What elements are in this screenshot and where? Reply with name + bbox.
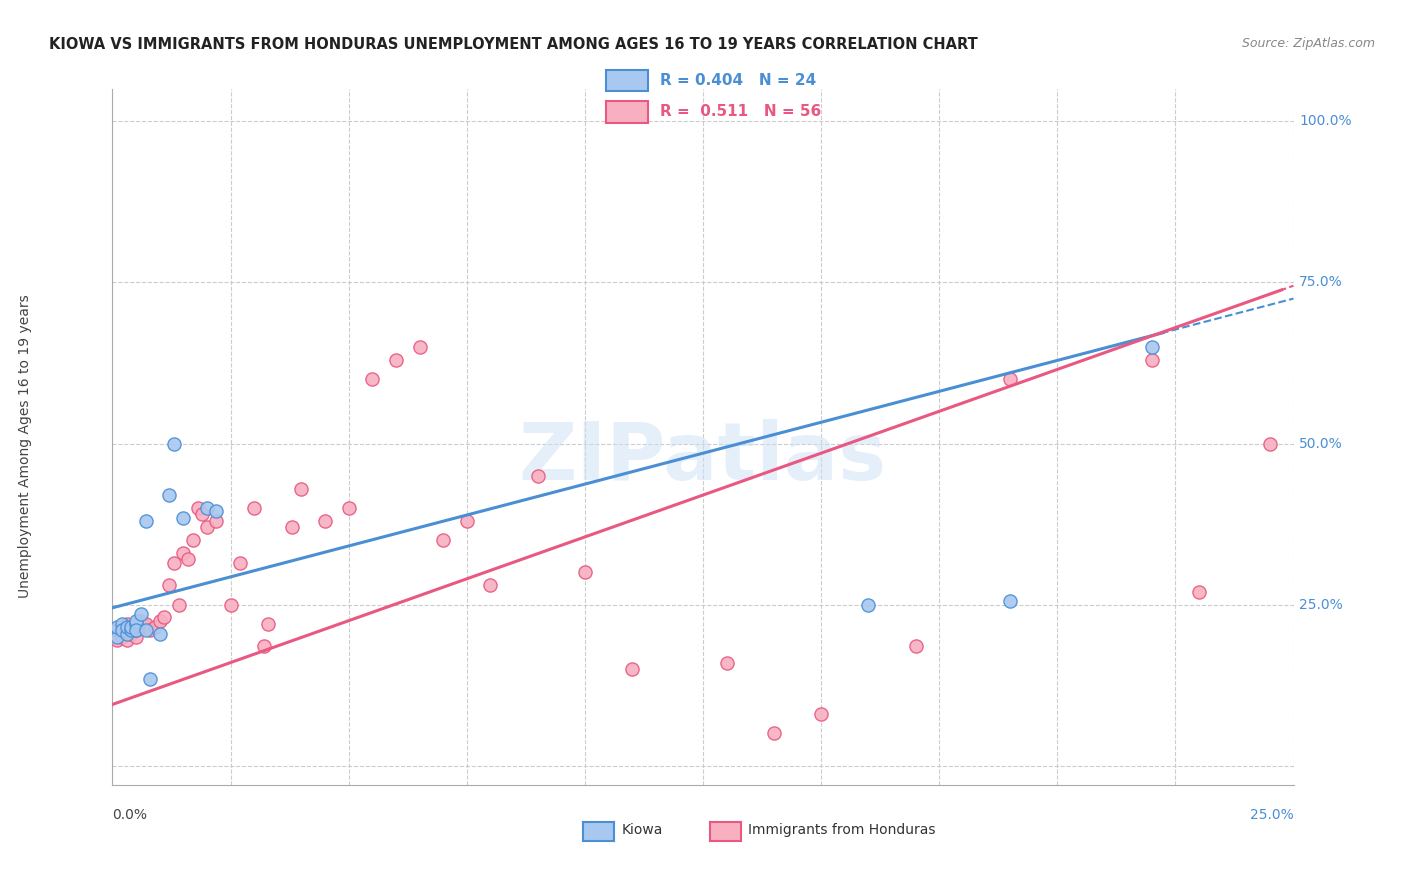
Point <box>229 556 252 570</box>
Point <box>479 578 502 592</box>
Point <box>125 624 148 638</box>
Point <box>219 598 242 612</box>
Point <box>314 514 336 528</box>
Point <box>149 614 172 628</box>
Point <box>105 630 128 644</box>
Point <box>257 616 280 631</box>
Point <box>125 630 148 644</box>
Text: Kiowa: Kiowa <box>621 822 662 837</box>
Text: 0.0%: 0.0% <box>112 808 148 822</box>
Point <box>111 624 134 638</box>
Point <box>163 436 186 450</box>
Point <box>153 610 176 624</box>
Point <box>195 500 218 515</box>
Point <box>135 624 157 638</box>
Point <box>120 624 142 638</box>
Point <box>172 510 194 524</box>
Point <box>105 633 128 648</box>
Point <box>243 500 266 515</box>
Point <box>167 598 190 612</box>
Point <box>281 520 304 534</box>
Point <box>810 707 832 722</box>
Text: 50.0%: 50.0% <box>1299 436 1343 450</box>
Point <box>115 626 138 640</box>
Point <box>858 598 880 612</box>
Point <box>191 508 214 522</box>
Point <box>1188 584 1211 599</box>
Point <box>1140 352 1163 367</box>
Point <box>904 640 927 654</box>
Point <box>143 620 166 634</box>
Point <box>111 616 134 631</box>
Point <box>205 514 228 528</box>
Point <box>125 624 148 638</box>
Point <box>621 662 644 676</box>
Point <box>139 624 162 638</box>
Point <box>385 352 408 367</box>
Text: R = 0.404   N = 24: R = 0.404 N = 24 <box>659 73 815 88</box>
Point <box>129 616 152 631</box>
Text: KIOWA VS IMMIGRANTS FROM HONDURAS UNEMPLOYMENT AMONG AGES 16 TO 19 YEARS CORRELA: KIOWA VS IMMIGRANTS FROM HONDURAS UNEMPL… <box>49 37 979 53</box>
Point <box>135 620 157 634</box>
Point <box>716 656 738 670</box>
Point <box>574 566 596 580</box>
Point <box>120 620 142 634</box>
Point <box>129 607 152 622</box>
Point <box>177 552 200 566</box>
Point <box>181 533 204 548</box>
Point <box>195 520 218 534</box>
Text: 75.0%: 75.0% <box>1299 276 1343 290</box>
Point <box>120 620 142 634</box>
Text: Source: ZipAtlas.com: Source: ZipAtlas.com <box>1241 37 1375 51</box>
Text: 25.0%: 25.0% <box>1299 598 1343 612</box>
Point <box>139 672 162 686</box>
Point <box>998 594 1021 608</box>
Point <box>290 482 312 496</box>
Point <box>111 630 134 644</box>
Point <box>105 624 128 638</box>
Text: ZIPatlas: ZIPatlas <box>519 419 887 497</box>
Point <box>115 616 138 631</box>
Point <box>115 624 138 638</box>
Point <box>125 620 148 634</box>
Point <box>105 620 128 634</box>
Point <box>172 546 194 560</box>
Point <box>1258 436 1281 450</box>
Bar <box>606 70 648 91</box>
Point <box>526 468 548 483</box>
Point <box>135 616 157 631</box>
Point <box>129 614 152 628</box>
Text: Immigrants from Honduras: Immigrants from Honduras <box>748 822 935 837</box>
Point <box>157 488 180 502</box>
Text: 100.0%: 100.0% <box>1299 114 1351 128</box>
Point <box>120 626 142 640</box>
Point <box>125 616 148 631</box>
Point <box>111 620 134 634</box>
Point <box>253 640 276 654</box>
Text: 25.0%: 25.0% <box>1250 808 1294 822</box>
Text: R =  0.511   N = 56: R = 0.511 N = 56 <box>659 104 821 120</box>
Point <box>762 726 785 740</box>
Point <box>1140 340 1163 354</box>
Point <box>157 578 180 592</box>
Bar <box>606 102 648 123</box>
Text: Unemployment Among Ages 16 to 19 years: Unemployment Among Ages 16 to 19 years <box>18 294 32 598</box>
Point <box>125 614 148 628</box>
Point <box>337 500 360 515</box>
Point <box>361 372 384 386</box>
Point <box>432 533 454 548</box>
Point <box>998 372 1021 386</box>
Point <box>186 500 208 515</box>
Point <box>456 514 478 528</box>
Point <box>115 620 138 634</box>
Point <box>163 556 186 570</box>
Point <box>135 514 157 528</box>
Point <box>149 626 172 640</box>
Point <box>205 504 228 518</box>
Point <box>115 633 138 648</box>
Point <box>408 340 430 354</box>
